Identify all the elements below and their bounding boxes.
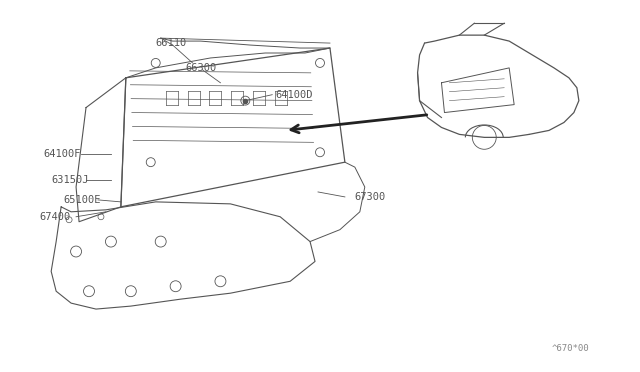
Text: 67400: 67400 (39, 212, 70, 222)
Text: 67300: 67300 (355, 192, 386, 202)
Text: 66110: 66110 (156, 38, 187, 48)
Text: 64100F: 64100F (44, 149, 81, 159)
Text: ^670*00: ^670*00 (551, 344, 589, 353)
Text: 64100D: 64100D (275, 90, 313, 100)
Text: 65100E: 65100E (63, 195, 100, 205)
Text: 63150J: 63150J (51, 175, 89, 185)
Text: 66300: 66300 (186, 63, 217, 73)
